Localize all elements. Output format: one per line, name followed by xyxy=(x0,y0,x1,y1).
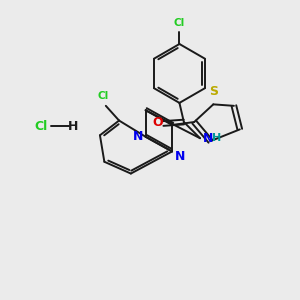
Text: S: S xyxy=(209,85,218,98)
Text: Cl: Cl xyxy=(174,18,185,28)
Text: N: N xyxy=(202,132,213,145)
Text: O: O xyxy=(153,116,163,129)
Text: N: N xyxy=(133,130,143,143)
Text: H: H xyxy=(212,133,222,143)
Text: N: N xyxy=(174,150,185,163)
Text: H: H xyxy=(68,120,79,133)
Text: Cl: Cl xyxy=(97,92,109,101)
Text: Cl: Cl xyxy=(34,120,48,133)
